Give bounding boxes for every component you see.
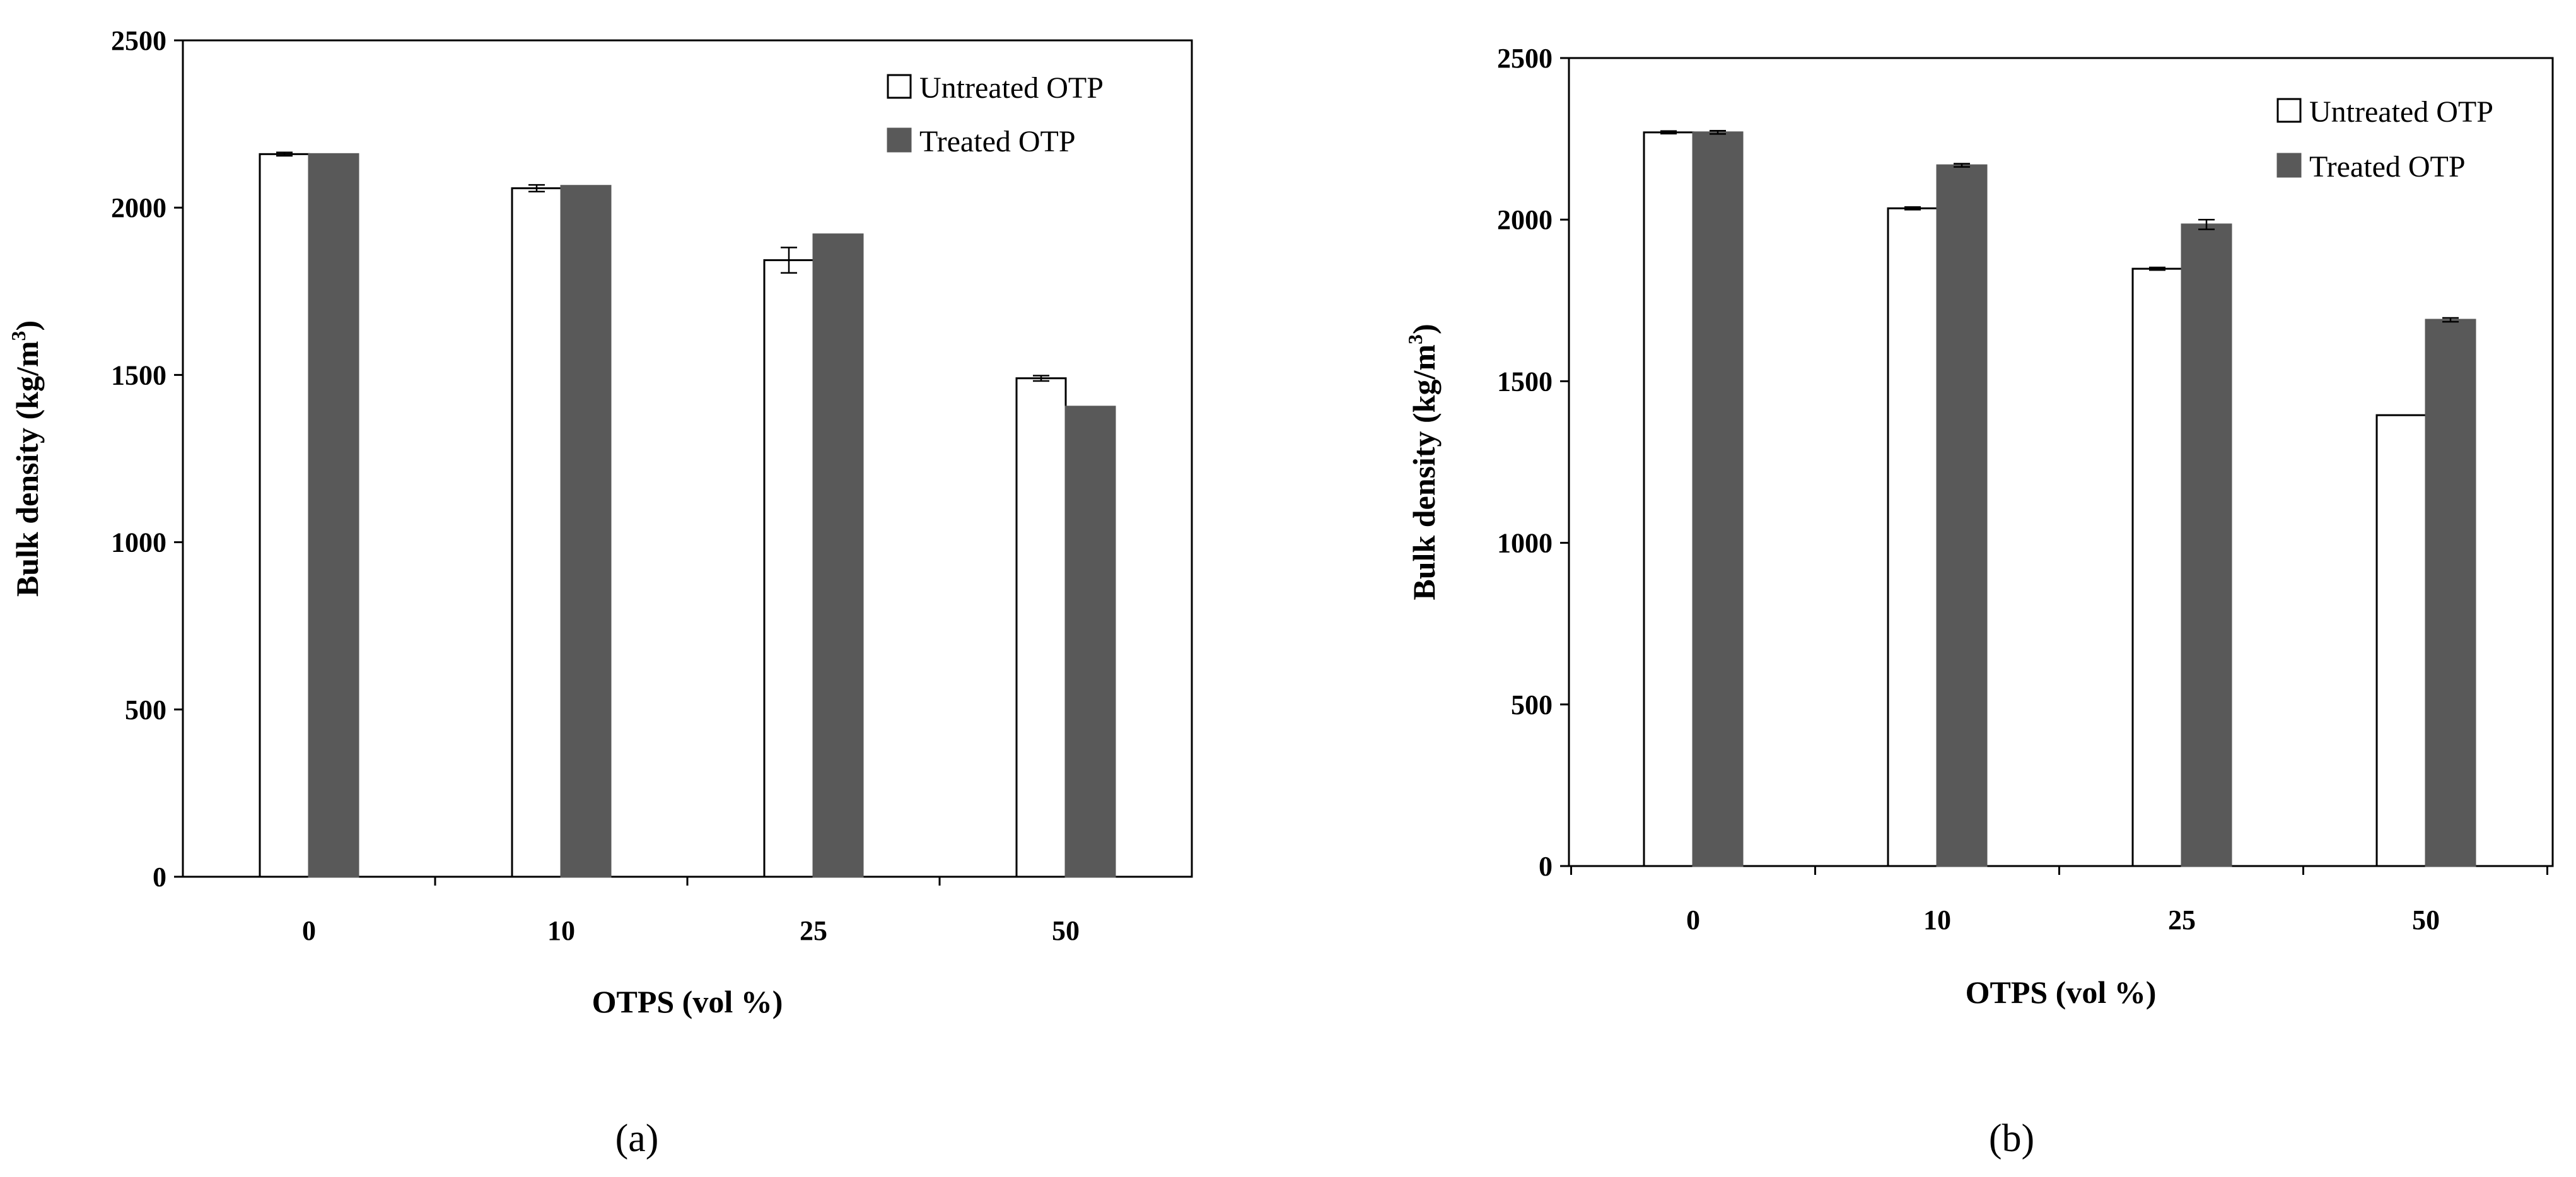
bar-treated — [2181, 223, 2232, 867]
legend-swatch-treated — [2276, 153, 2302, 178]
y-tick-label: 1000 — [1497, 528, 1553, 559]
x-tick-label: 0 — [302, 915, 316, 946]
legend-label-treated: Treated OTP — [2309, 150, 2466, 184]
x-tick-label: 0 — [1686, 905, 1700, 935]
bar-untreated — [2375, 414, 2427, 867]
y-tick-label: 500 — [1511, 689, 1553, 720]
x-tick-label: 10 — [1923, 905, 1951, 935]
y-axis-title-end: ) — [9, 320, 45, 331]
y-tick-label: 1500 — [1497, 366, 1553, 397]
plot-frame — [1568, 57, 2554, 867]
y-tick-label: 1500 — [111, 360, 166, 390]
legend-label-treated: Treated OTP — [919, 125, 1076, 158]
y-axis-title: Bulk density (kg/m3) — [7, 320, 45, 597]
y-axis-title-main: Bulk density (kg/m — [9, 341, 45, 597]
bar-treated — [1064, 406, 1116, 878]
legend-label-untreated: Untreated OTP — [2309, 95, 2493, 129]
y-axis-title-main: Bulk density (kg/m — [1406, 344, 1442, 600]
legend: Untreated OTP Treated OTP — [887, 71, 1104, 158]
legend: Untreated OTP Treated OTP — [2276, 95, 2493, 184]
x-tick-label: 50 — [1052, 915, 1080, 946]
x-tick-label: 50 — [2412, 905, 2440, 935]
y-tick-label: 2000 — [1497, 204, 1553, 235]
bar-untreated — [511, 187, 562, 878]
chart-panel-a: 0 500 1000 1500 2000 2500 0 10 25 50 OTPS (vol %) B… — [7, 25, 1193, 1160]
bar-treated — [560, 185, 612, 878]
bar-treated — [812, 233, 864, 878]
y-tick-label: 0 — [1539, 851, 1553, 882]
y-axis-title-superscript: 3 — [1404, 334, 1426, 344]
x-tick-label: 10 — [547, 915, 575, 946]
y-tick-label: 500 — [125, 694, 166, 725]
bar-untreated — [1015, 377, 1067, 878]
y-axis-title: Bulk density (kg/m3) — [1404, 324, 1442, 600]
bar-untreated — [1643, 131, 1694, 867]
bar-untreated — [1887, 207, 1938, 867]
legend-swatch-untreated — [887, 74, 912, 99]
y-tick-label: 0 — [153, 862, 166, 893]
x-axis-title: OTPS (vol %) — [592, 984, 783, 1019]
y-tick-label: 2500 — [1497, 43, 1553, 74]
bar-treated — [308, 153, 359, 878]
y-tick-label: 2500 — [111, 25, 166, 56]
chart-panel-b: 0 500 1000 1500 2000 2500 0 10 25 50 OTPS (vol %) B… — [1404, 43, 2554, 1160]
bar-treated — [1692, 131, 1744, 867]
panel-label: (a) — [615, 1117, 659, 1160]
legend-swatch-treated — [887, 127, 912, 153]
y-tick-label: 2000 — [111, 192, 166, 223]
y-axis-title-end: ) — [1406, 324, 1442, 334]
panel-label: (b) — [1989, 1117, 2034, 1160]
y-tick-label: 1000 — [111, 527, 166, 558]
x-tick-label: 25 — [2168, 905, 2196, 935]
bar-treated — [1936, 164, 1988, 867]
y-axis-title-superscript: 3 — [7, 331, 30, 341]
x-tick-label: 25 — [800, 915, 827, 946]
bar-untreated — [763, 259, 815, 878]
legend-label-untreated: Untreated OTP — [919, 71, 1104, 105]
bar-untreated — [259, 153, 310, 878]
bar-treated — [2425, 319, 2476, 867]
x-axis-title: OTPS (vol %) — [1966, 975, 2157, 1010]
bar-untreated — [2131, 267, 2183, 867]
legend-swatch-untreated — [2276, 98, 2302, 123]
